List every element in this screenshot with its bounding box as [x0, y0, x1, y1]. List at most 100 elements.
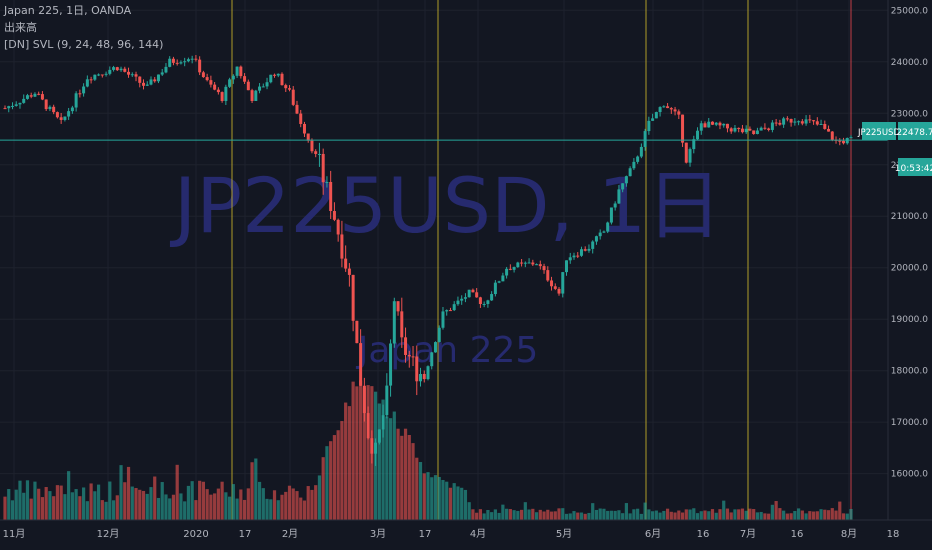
candle-body	[609, 207, 613, 223]
candle-body	[748, 128, 752, 131]
volume-bar	[808, 511, 812, 520]
volume-bar	[33, 481, 37, 520]
volume-bar	[201, 481, 205, 520]
volume-bar	[579, 512, 584, 520]
volume-bar	[763, 513, 767, 520]
candle-body	[138, 76, 142, 83]
volume-bar	[534, 512, 539, 520]
volume-bar	[740, 508, 745, 520]
candle-body	[216, 89, 220, 93]
volume-bar	[456, 486, 460, 520]
candle-body	[651, 118, 655, 121]
candle-body	[317, 153, 321, 155]
volume-bar	[67, 471, 71, 520]
volume-bar	[576, 512, 580, 520]
candle-body	[239, 66, 243, 77]
volume-bar	[164, 494, 168, 520]
volume-bar	[819, 509, 823, 520]
volume-bar	[276, 500, 280, 520]
candle-body	[97, 74, 101, 76]
candle-body	[228, 79, 232, 87]
candle-body	[808, 119, 812, 121]
candle-body	[85, 79, 89, 87]
candle-body	[220, 92, 224, 102]
candle-body	[535, 264, 539, 266]
candle-body	[213, 84, 217, 90]
volume-bar	[291, 488, 295, 520]
candle-body	[643, 131, 647, 147]
candle-body	[520, 262, 524, 264]
legend-indicator: [DN] SVL (9, 24, 48, 96, 144)	[4, 38, 164, 51]
volume-bar	[744, 510, 748, 520]
x-tick-label: 11月	[3, 528, 26, 540]
volume-bar	[804, 513, 808, 520]
candle-body	[789, 118, 793, 123]
volume-bar	[647, 509, 651, 520]
candle-body	[819, 124, 823, 126]
countdown-tag-bg	[898, 158, 932, 176]
volume-bar	[228, 496, 232, 520]
volume-bar	[688, 509, 692, 520]
candle-body	[531, 262, 535, 265]
price-tag-bg	[898, 122, 932, 140]
candle-body	[767, 128, 771, 130]
candle-body	[433, 342, 437, 353]
candle-body	[557, 288, 561, 294]
candle-body	[842, 140, 846, 144]
volume-bar	[280, 494, 284, 520]
volume-bar	[254, 458, 258, 520]
volume-bar	[205, 489, 209, 520]
volume-bar	[789, 513, 793, 520]
candle-body	[636, 156, 640, 162]
x-tick-label: 8月	[841, 528, 857, 540]
volume-bar	[171, 494, 176, 520]
volume-bar	[317, 475, 322, 520]
candle-body	[606, 222, 610, 232]
volume-bar	[269, 499, 273, 520]
candle-body	[18, 102, 22, 105]
volume-bar	[553, 511, 557, 520]
volume-bar	[811, 511, 816, 520]
candle-body	[48, 106, 52, 110]
candle-body	[10, 105, 14, 107]
volume-bar	[63, 494, 67, 520]
candle-body	[134, 74, 138, 77]
volume-bar	[235, 498, 239, 520]
volume-bar	[153, 476, 157, 520]
volume-bar	[463, 489, 468, 520]
x-tick-label: 5月	[556, 528, 572, 540]
candle-body	[198, 59, 202, 73]
candle-body	[340, 234, 344, 259]
candle-body	[733, 127, 737, 132]
volume-bar	[796, 508, 801, 520]
candle-body	[108, 69, 112, 74]
volume-bar	[340, 421, 344, 520]
candle-body	[295, 104, 299, 114]
candle-body	[396, 301, 400, 312]
volume-bar	[471, 509, 475, 520]
watermark-name: Japan 225	[356, 330, 539, 371]
y-tick-label: 23000.0	[891, 109, 928, 119]
price-tags: JP225USD 22478.7 10:53:42	[857, 122, 932, 176]
candle-body	[190, 58, 194, 60]
candle-body	[681, 114, 685, 143]
volume-bars	[3, 380, 853, 520]
candle-body	[759, 127, 763, 131]
candle-body	[561, 272, 565, 294]
volume-bar	[430, 477, 434, 520]
candle-body	[647, 120, 651, 132]
candle-body	[632, 161, 636, 169]
grid-lines	[0, 0, 894, 520]
candle-body	[486, 300, 490, 304]
volume-bar	[242, 499, 247, 520]
candle-body	[70, 107, 74, 112]
candle-body	[243, 76, 247, 82]
volume-bar	[295, 491, 299, 520]
candle-body	[164, 66, 168, 73]
volume-bar	[82, 487, 86, 520]
candle-body	[583, 249, 587, 251]
volume-bar	[14, 489, 18, 520]
price-tag: 22478.7	[896, 128, 932, 138]
candle-body	[565, 260, 569, 273]
